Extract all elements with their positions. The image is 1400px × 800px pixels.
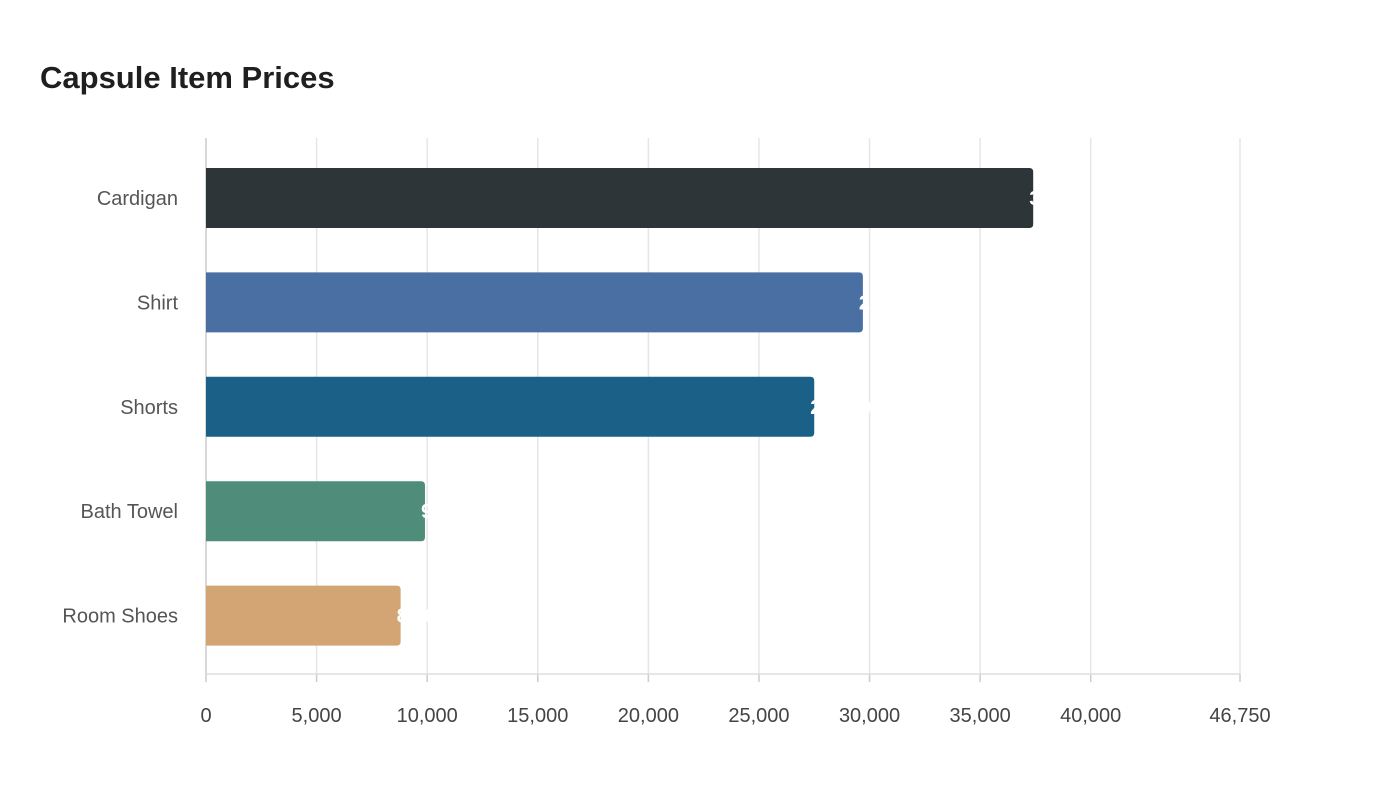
x-tick-label: 40,000 — [1060, 705, 1121, 727]
x-tick-label: 0 — [200, 705, 211, 727]
x-tick-label: 46,750 — [1209, 705, 1270, 727]
x-tick-label: 15,000 — [507, 705, 568, 727]
category-label: Shorts — [120, 397, 178, 419]
x-tick-label: 5,000 — [292, 705, 342, 727]
category-label: Bath Towel — [81, 501, 178, 523]
x-tick-label: 35,000 — [950, 705, 1011, 727]
bar-shorts — [206, 376, 815, 437]
x-tick-label: 20,000 — [618, 705, 679, 727]
chart-title: Capsule Item Prices — [40, 60, 335, 95]
bar-cardigan — [206, 168, 1034, 228]
bar-shirt — [206, 272, 863, 333]
data-label: 37,400 — [1029, 188, 1090, 210]
bar-bath-towel — [206, 481, 425, 542]
category-label: Cardigan — [97, 188, 178, 210]
data-label: 8,800 — [397, 606, 447, 628]
data-label: 27,500 — [810, 397, 871, 419]
category-label: Shirt — [137, 292, 179, 314]
category-label: Room Shoes — [62, 606, 178, 628]
data-label: 9,900 — [421, 501, 471, 523]
x-tick-label: 30,000 — [839, 705, 900, 727]
data-label: 29,700 — [859, 292, 920, 314]
x-tick-label: 25,000 — [728, 705, 789, 727]
x-tick-label: 10,000 — [397, 705, 458, 727]
bar-room-shoes — [206, 585, 401, 646]
